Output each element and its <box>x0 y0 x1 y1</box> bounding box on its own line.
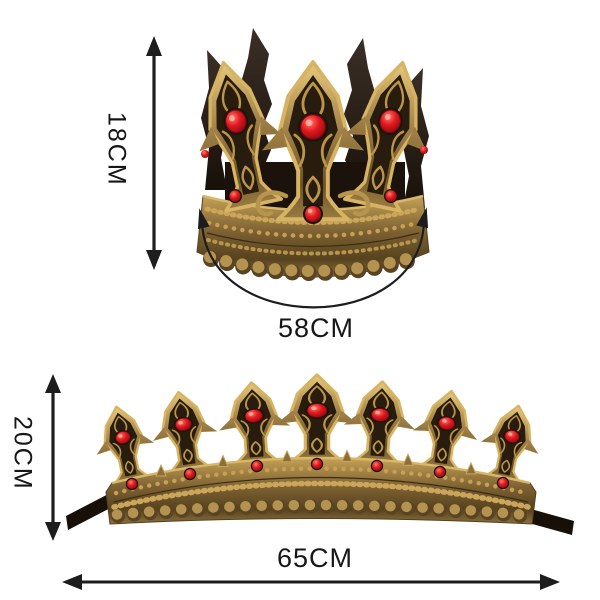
assembled-height-label: 18CM <box>102 112 131 187</box>
flat-crown-band-gems <box>125 457 510 491</box>
flat-crown-finials <box>155 449 477 477</box>
assembled-circumference-label: 58CM <box>277 313 355 343</box>
crown-point-panels <box>193 52 437 222</box>
flat-height-label: 20CM <box>8 416 37 491</box>
crown-base-band <box>196 194 430 281</box>
assembled-circumference-arrow <box>197 207 429 309</box>
flat-width-label: 65CM <box>276 543 354 573</box>
assembled-crown-image <box>193 28 437 281</box>
crown-band-gems <box>201 146 428 224</box>
flat-crown-band <box>105 456 537 525</box>
flat-width-arrow <box>62 574 560 590</box>
flat-height-arrow <box>45 374 61 541</box>
assembled-height-arrow <box>146 36 162 270</box>
flat-crown-image <box>66 372 574 535</box>
